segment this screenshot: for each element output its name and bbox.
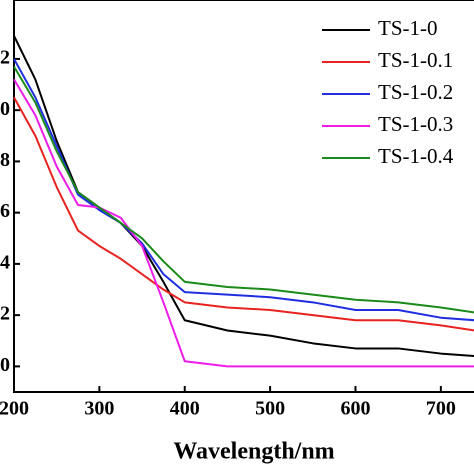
x-tick-label: 500 [255,398,285,420]
x-tick-label: 300 [84,398,114,420]
x-axis-label: Wavelength/nm [173,439,334,465]
y-tick-label: 0.2 [0,303,10,325]
y-tick-label: 0.4 [0,251,10,273]
y-tick-label: 0.0 [0,354,10,376]
plot-frame [13,0,474,393]
series-line [13,78,474,368]
x-tick-label: 200 [0,398,29,420]
legend-label: TS-1-0 [378,16,438,40]
x-tick-label: 600 [340,398,370,420]
y-tick-label: 0.6 [0,200,10,222]
legend-label: TS-1-0.4 [378,144,454,168]
series-line [13,96,474,332]
legend-label: TS-1-0.3 [378,112,453,136]
legend-label: TS-1-0.2 [378,80,453,104]
y-tick-label: 0.8 [0,149,10,171]
x-tick-label: 700 [426,398,456,420]
series-line [13,35,474,358]
y-tick-label: 1.2 [0,47,10,69]
series-line [13,66,474,314]
legend-label: TS-1-0.1 [378,48,453,72]
y-tick-label: 1.0 [0,98,10,120]
x-tick-label: 400 [170,398,200,420]
